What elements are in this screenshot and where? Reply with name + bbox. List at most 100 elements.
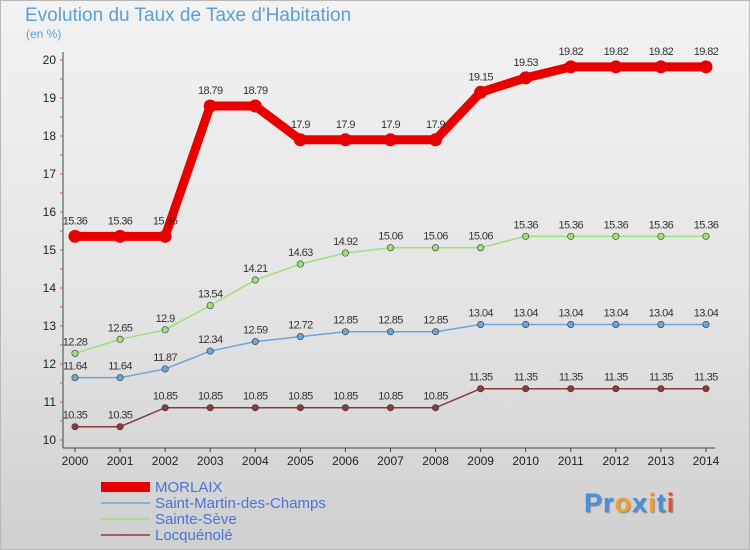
data-point [161,404,169,412]
data-point [699,60,713,74]
data-point [429,133,443,147]
data-point [567,385,575,393]
data-label: 12.9 [156,313,175,325]
data-label: 10.85 [423,391,448,403]
chart-subtitle: (en %) [26,27,62,41]
logo-letter: t [656,488,667,518]
y-tick-label: 14 [43,281,57,295]
legend-label: Sainte-Sève [155,511,237,528]
data-point [338,133,352,147]
data-label: 13.04 [559,307,584,319]
data-label: 11.64 [63,361,87,373]
legend-label: Saint-Martin-des-Champs [155,495,326,512]
x-tick-label: 2001 [107,454,134,468]
y-tick-label: 19 [43,91,57,105]
data-label: 10.35 [108,410,133,422]
logo-letter: i [666,488,676,518]
data-label: 15.36 [513,219,538,231]
data-point [522,320,530,328]
data-point [386,244,394,252]
data-point [519,71,533,85]
data-point [522,232,530,240]
data-label: 15.06 [423,231,448,243]
legend-label: Locquénolé [155,527,233,544]
data-label: 15.36 [153,215,178,227]
data-label: 12.65 [108,322,133,334]
data-point [251,276,259,284]
chart-title: Evolution du Taux de Taxe d'Habitation [25,5,352,26]
data-point [702,232,710,240]
data-label: 17.9 [336,119,355,131]
data-label: 17.9 [426,119,445,131]
data-point [612,385,620,393]
x-tick-label: 2002 [152,454,179,468]
data-point [657,385,665,393]
x-tick-label: 2011 [558,454,584,468]
data-point [386,404,394,412]
x-tick-label: 2000 [62,454,89,468]
data-label: 11.35 [469,372,493,384]
data-point [296,260,304,268]
x-tick-label: 2004 [242,454,269,468]
data-point [567,320,575,328]
y-tick-label: 12 [43,357,57,371]
data-label: 12.72 [288,320,313,332]
data-label: 10.85 [288,391,313,403]
data-label: 15.36 [108,215,133,227]
data-label: 15.36 [649,219,674,231]
data-label: 13.04 [649,307,674,319]
data-point [71,349,79,357]
data-point [477,385,485,393]
data-label: 12.34 [198,334,223,346]
x-tick-label: 2010 [512,454,539,468]
data-label: 13.04 [694,307,719,319]
data-point [386,328,394,336]
data-label: 12.85 [423,315,448,327]
x-tick-label: 2006 [332,454,359,468]
x-tick-label: 2012 [602,454,629,468]
data-point [477,320,485,328]
data-point [657,232,665,240]
data-point [654,60,668,74]
data-label: 19.82 [604,46,629,58]
data-label: 17.9 [291,119,310,131]
data-label: 19.15 [468,71,493,83]
data-point [206,404,214,412]
data-point [341,404,349,412]
x-tick-label: 2014 [693,454,720,468]
proxiti-logo: Proxiti [584,488,675,519]
data-point [161,365,169,373]
y-tick-label: 16 [43,205,57,219]
x-tick-label: 2005 [287,454,314,468]
data-label: 13.04 [604,307,629,319]
data-label: 15.06 [378,231,403,243]
data-label: 18.79 [198,85,223,97]
data-label: 19.53 [513,57,538,69]
data-label: 14.92 [333,236,358,248]
y-tick-label: 13 [43,319,57,333]
data-label: 13.04 [468,307,493,319]
data-point [158,229,172,243]
data-label: 14.21 [243,263,268,275]
data-point [564,60,578,74]
data-point [477,244,485,252]
data-point [474,85,488,99]
data-label: 10.85 [378,391,403,403]
y-tick-label: 17 [43,167,57,181]
data-label: 19.82 [649,46,674,58]
logo-letter: o [614,488,633,518]
data-point [113,229,127,243]
logo-letter: i [648,488,657,518]
data-point [609,60,623,74]
data-label: 17.9 [381,119,400,131]
data-point [203,99,217,113]
data-label: 19.82 [559,46,584,58]
data-point [432,244,440,252]
legend-label: MORLAIX [155,479,223,496]
logo-letter: r [603,488,615,518]
data-point [248,99,262,113]
y-tick-label: 20 [43,53,57,67]
data-point [383,133,397,147]
x-tick-label: 2003 [197,454,224,468]
